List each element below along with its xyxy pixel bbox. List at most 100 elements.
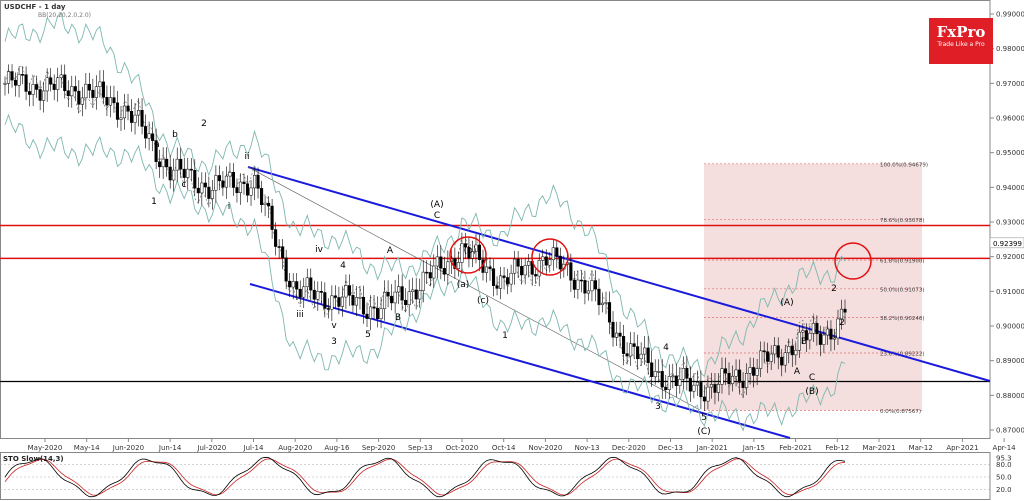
candle-body <box>161 158 165 168</box>
candle-body <box>260 188 264 205</box>
candle-body <box>456 262 460 269</box>
x-tick-label: Sep-2020 <box>362 444 396 452</box>
candle-body <box>179 158 183 170</box>
candle-body <box>664 386 668 391</box>
candle-body <box>379 308 383 319</box>
candle-body <box>245 183 250 196</box>
candle-body <box>646 347 650 364</box>
x-tick-label: Apr-2021 <box>946 444 978 452</box>
candle-body <box>825 328 829 336</box>
wave-label: (C) <box>697 427 710 437</box>
highlight-circle <box>531 238 569 276</box>
candle-body <box>723 368 728 374</box>
fib-level-label: 23.6%(0.89222) <box>880 351 925 357</box>
candle-body <box>766 351 770 362</box>
candle-body <box>572 279 576 290</box>
candle-body <box>509 272 513 285</box>
wave-label: 1 <box>151 197 157 207</box>
candle-body <box>593 280 598 290</box>
x-tick-label: Jan-2021 <box>696 444 728 452</box>
candle-body <box>706 386 710 402</box>
candle-body <box>407 291 411 305</box>
candle-body <box>133 114 137 123</box>
candle-body <box>555 247 559 257</box>
candle-body <box>678 379 682 387</box>
candle-body <box>776 345 780 358</box>
sto-tick-label: 80.0 <box>996 461 1012 469</box>
candle-body <box>3 83 7 85</box>
channel-upper-line <box>247 166 991 382</box>
candle-body <box>231 172 236 188</box>
candle-body <box>702 396 706 402</box>
candle-body <box>383 291 387 310</box>
candle-body <box>140 110 144 127</box>
candle-body <box>667 376 671 391</box>
candle-body <box>597 288 601 306</box>
candle-body <box>442 268 446 275</box>
candle-body <box>376 308 380 319</box>
candle-body <box>45 77 49 92</box>
candle-body <box>354 297 359 306</box>
candle-body <box>832 337 837 340</box>
candle-body <box>267 202 271 207</box>
candle-body <box>534 274 538 277</box>
candle-body <box>657 371 661 373</box>
candle-body <box>238 181 243 194</box>
candle-body <box>495 285 499 289</box>
candle-body <box>295 281 299 290</box>
candle-body <box>73 86 77 92</box>
candle-body <box>453 258 457 269</box>
y-tick-label: 0.89000 <box>996 357 1024 365</box>
candle-body <box>21 74 25 76</box>
wave-label: 2 <box>831 284 837 294</box>
highlight-circle <box>834 242 872 280</box>
candle-body <box>38 89 42 101</box>
y-tick-label: 0.91000 <box>996 288 1024 296</box>
candle-body <box>284 257 288 282</box>
candle-body <box>189 168 193 171</box>
x-tick-label: May-2020 <box>28 444 63 452</box>
candle-body <box>435 256 439 267</box>
candle-body <box>129 111 134 123</box>
candle-body <box>709 384 713 388</box>
x-tick-label: Sep-13 <box>408 444 433 452</box>
fib-level-label: 78.6%(0.93078) <box>880 218 925 224</box>
fxpro-logo: FxPro Trade Like a Pro <box>929 18 993 64</box>
candle-body <box>66 90 70 97</box>
candle-body <box>228 172 232 177</box>
sto-tick-label: 50.0 <box>996 474 1012 482</box>
candle-body <box>200 182 204 194</box>
candle-body <box>112 97 116 104</box>
y-tick-label: 0.94000 <box>996 184 1024 192</box>
candle-body <box>105 97 109 106</box>
candle-body <box>558 255 562 270</box>
candle-body <box>713 384 717 393</box>
candle-body <box>780 356 784 366</box>
wave-label: iii <box>296 310 304 320</box>
candle-body <box>755 368 759 376</box>
candle-body <box>544 256 548 266</box>
candle-body <box>692 384 696 392</box>
candle-body <box>639 353 643 360</box>
candle-body <box>611 321 615 338</box>
candle-body <box>249 187 253 196</box>
candle-body <box>101 81 105 98</box>
candle-body <box>488 266 492 269</box>
candle-body <box>252 175 257 189</box>
candle-body <box>347 285 351 296</box>
candle-body <box>94 86 98 98</box>
candle-body <box>351 295 355 306</box>
y-tick-label: 0.92000 <box>996 253 1024 261</box>
candle-body <box>400 286 404 301</box>
candle-body <box>365 313 369 319</box>
candle-body <box>203 182 207 188</box>
candle-body <box>579 279 583 282</box>
candle-body <box>769 353 773 362</box>
wave-label: 1 <box>502 331 508 341</box>
candle-body <box>551 247 555 261</box>
candle-body <box>674 375 678 387</box>
candle-body <box>35 84 39 90</box>
candle-body <box>340 296 344 307</box>
candle-body <box>513 258 517 274</box>
fib-level-label: 61.8%(0.91900) <box>880 259 925 265</box>
